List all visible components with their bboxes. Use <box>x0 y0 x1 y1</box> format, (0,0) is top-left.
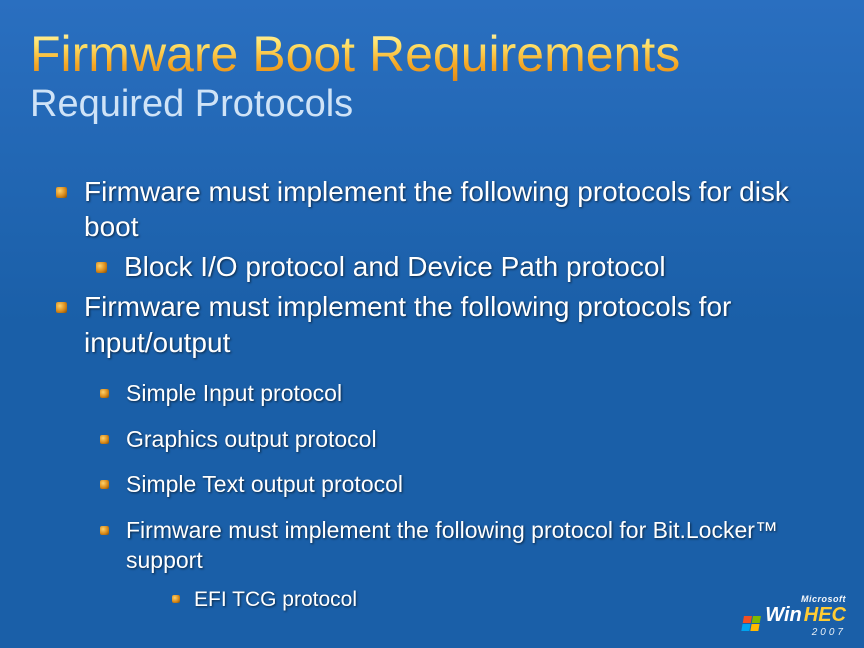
brand-year: 2007 <box>812 627 846 638</box>
winhec-logo: Microsoft WinHEC 2007 <box>743 594 846 638</box>
windows-flag-icon <box>742 616 762 631</box>
bullet-list-level3: EFI TCG protocol <box>126 586 834 613</box>
list-item: Simple Input protocol <box>98 379 834 409</box>
slide-content: Firmware must implement the following pr… <box>30 174 834 614</box>
brand-part2: HEC <box>804 604 846 627</box>
bullet-list-level2: Simple Input protocol Graphics output pr… <box>54 379 834 614</box>
slide: Firmware Boot Requirements Required Prot… <box>0 0 864 648</box>
list-item: Firmware must implement the following pr… <box>54 289 834 361</box>
list-item: Block I/O protocol and Device Path proto… <box>94 249 834 285</box>
vendor-label: Microsoft <box>801 594 846 604</box>
slide-title: Firmware Boot Requirements <box>30 28 834 81</box>
bullet-list-level1: Firmware must implement the following pr… <box>54 174 834 361</box>
list-item: Graphics output protocol <box>98 425 834 455</box>
list-item: EFI TCG protocol <box>170 586 834 613</box>
list-item: Simple Text output protocol <box>98 470 834 500</box>
brand-row: WinHEC <box>743 604 846 629</box>
list-item: Firmware must implement the following pr… <box>98 516 834 613</box>
brand-part1: Win <box>765 604 801 627</box>
list-item: Firmware must implement the following pr… <box>54 174 834 246</box>
list-item-text: Firmware must implement the following pr… <box>126 517 778 573</box>
slide-subtitle: Required Protocols <box>30 83 834 126</box>
